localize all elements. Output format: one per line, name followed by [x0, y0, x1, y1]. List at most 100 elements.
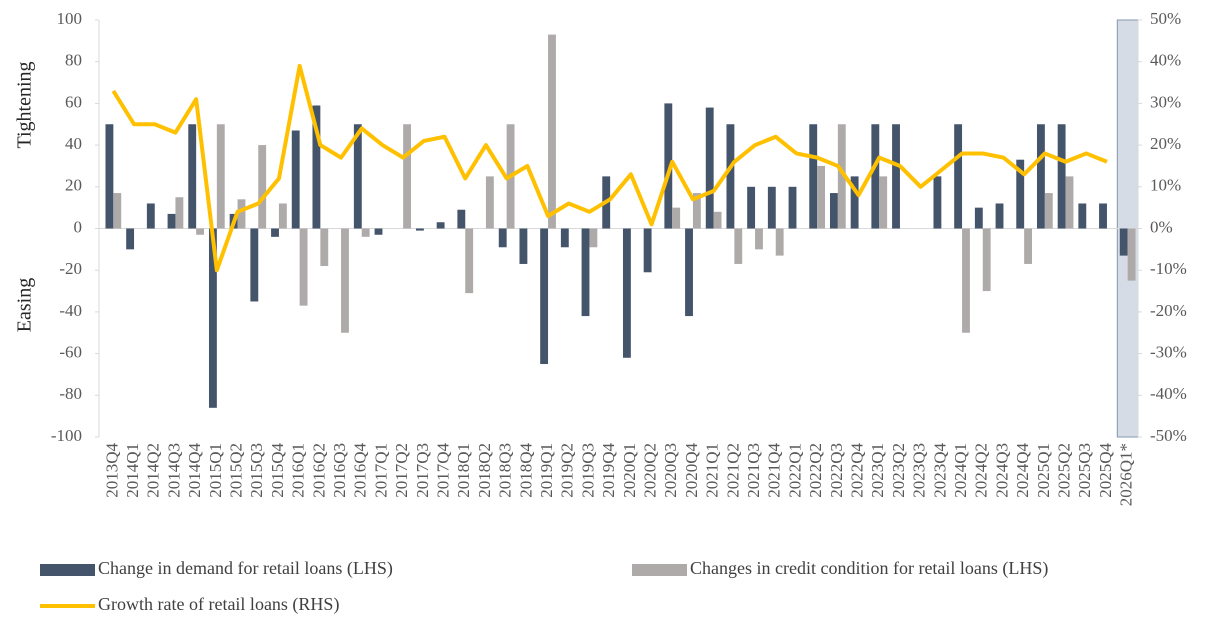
x-tick-label: 2013Q4 — [102, 443, 121, 498]
y-tick-label: 0 — [74, 217, 83, 236]
bar — [1078, 203, 1087, 229]
bar — [755, 228, 763, 250]
bar — [548, 34, 556, 229]
x-tick-label: 2023Q3 — [910, 443, 929, 498]
x-tick-label: 2014Q4 — [185, 443, 204, 498]
y-tick-label: -20 — [59, 259, 82, 278]
x-tick-label: 2019Q4 — [599, 443, 618, 498]
y-tick-label: -40 — [59, 301, 82, 320]
bar — [208, 228, 217, 408]
y2-tick-label: -10% — [1150, 259, 1187, 278]
bar — [974, 207, 983, 229]
x-tick-label: 2016Q3 — [330, 443, 349, 498]
x-tick-label: 2018Q3 — [496, 443, 515, 498]
x-tick-label: 2026Q1* — [1117, 443, 1136, 506]
bar — [465, 228, 474, 294]
x-tick-label: 2018Q1 — [454, 443, 473, 498]
bar — [643, 228, 652, 273]
x-tick-label: 2022Q2 — [806, 443, 825, 498]
bar — [995, 203, 1004, 229]
x-tick-label: 2015Q1 — [206, 443, 225, 498]
x-tick-label: 2017Q3 — [413, 443, 432, 498]
bar — [216, 124, 225, 229]
y2-tick-label: 30% — [1150, 92, 1181, 111]
bar — [1127, 228, 1136, 281]
x-tick-label: 2021Q4 — [765, 443, 784, 498]
y-tick-label: -100 — [51, 426, 82, 445]
bar — [320, 228, 329, 267]
y2-tick-label: -40% — [1150, 384, 1187, 403]
y2-tick-label: 40% — [1150, 51, 1181, 70]
bar — [403, 124, 412, 229]
bar — [672, 207, 681, 229]
bar — [126, 228, 135, 250]
x-tick-label: 2020Q4 — [682, 443, 701, 498]
bar — [291, 130, 300, 229]
bar — [271, 228, 279, 237]
x-tick-label: 2024Q3 — [992, 443, 1011, 498]
x-tick-label: 2025Q2 — [1054, 443, 1073, 498]
bar — [312, 105, 321, 229]
bar — [817, 165, 826, 229]
x-tick-label: 2016Q1 — [289, 443, 308, 498]
bar — [879, 176, 888, 229]
bar — [457, 209, 466, 229]
bar — [692, 193, 701, 229]
bar — [113, 193, 122, 229]
y-tick-label: 20 — [65, 176, 82, 195]
x-tick-label: 2014Q3 — [164, 443, 183, 498]
bar — [726, 124, 735, 229]
line — [111, 63, 1108, 273]
bar — [788, 186, 797, 229]
y2-tick-label: -20% — [1150, 301, 1187, 320]
bar — [341, 228, 349, 333]
bar — [871, 124, 880, 229]
bar — [175, 197, 184, 229]
bar — [519, 228, 528, 264]
x-tick-label: 2019Q1 — [537, 443, 556, 498]
x-tick-label: 2015Q3 — [247, 443, 266, 498]
x-tick-label: 2014Q2 — [144, 443, 163, 498]
bar — [1016, 159, 1025, 229]
bar — [933, 176, 942, 229]
bar — [581, 228, 590, 317]
bar — [146, 203, 155, 229]
x-tick-label: 2019Q3 — [578, 443, 597, 498]
x-tick-label: 2014Q1 — [123, 443, 142, 498]
bar — [540, 228, 549, 365]
bar — [436, 222, 445, 229]
y2-tick-label: -30% — [1150, 343, 1187, 362]
bar — [1119, 228, 1128, 256]
x-tick-label: 2021Q1 — [703, 443, 722, 498]
x-tick-label: 2022Q4 — [847, 443, 866, 498]
bar — [1036, 124, 1045, 229]
x-tick-label: 2020Q1 — [620, 443, 639, 498]
x-tick-label: 2024Q2 — [972, 443, 991, 498]
legend-swatch — [40, 564, 95, 576]
y-tick-label: -80 — [59, 384, 82, 403]
bar — [664, 103, 673, 229]
bar — [374, 228, 383, 235]
y-tick-label: 80 — [65, 51, 82, 70]
bar — [278, 203, 287, 229]
x-tick-label: 2023Q4 — [930, 443, 949, 498]
y-tick-label: 60 — [65, 92, 82, 111]
x-tick-label: 2015Q4 — [268, 443, 287, 498]
y-tick-label: 100 — [57, 9, 83, 28]
x-tick-label: 2023Q2 — [889, 443, 908, 498]
legend-label: Growth rate of retail loans (RHS) — [98, 594, 339, 615]
bar — [105, 124, 114, 229]
x-tick-label: 2019Q2 — [558, 443, 577, 498]
bar — [705, 107, 714, 229]
y-tick-label: -60 — [59, 343, 82, 362]
bar — [734, 228, 743, 264]
x-tick-label: 2022Q3 — [827, 443, 846, 498]
bar — [1044, 193, 1053, 229]
x-tick-label: 2017Q1 — [371, 443, 390, 498]
bar — [237, 199, 246, 229]
legend-label: Changes in credit condition for retail l… — [690, 558, 1048, 579]
bar — [560, 228, 569, 248]
y2-tick-label: 10% — [1150, 176, 1181, 195]
bar — [1065, 176, 1074, 229]
